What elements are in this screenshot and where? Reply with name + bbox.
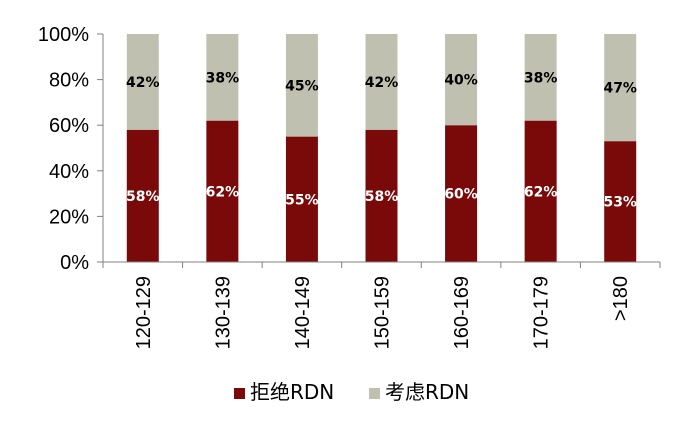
x-tick-label: 130-139 (212, 276, 234, 349)
bar-segment (365, 129, 398, 262)
x-axis: 120-129 130-139 140-149 150-159 160-169 170-1… (102, 261, 661, 349)
y-tick-label: 20% (49, 206, 89, 228)
data-label: 40% (444, 73, 478, 89)
legend-label: 拒绝RDN (250, 380, 334, 404)
x-tick-label: 140-149 (292, 276, 314, 349)
legend-label: 考虑RDN (385, 380, 469, 404)
bar-segment (445, 34, 478, 126)
x-tick-label: 120-129 (133, 276, 155, 349)
data-label: 47% (603, 81, 637, 97)
legend-swatch (234, 388, 245, 399)
bar-segment (524, 120, 557, 262)
x-tick-label: 170-179 (531, 276, 553, 349)
bar-segment (285, 136, 318, 262)
legend: 拒绝RDN 考虑RDN (234, 380, 469, 404)
data-label: 42% (126, 75, 160, 91)
bar-segment (206, 120, 239, 262)
data-label: 53% (603, 195, 637, 211)
bar-segment (524, 34, 557, 121)
data-label: 62% (206, 184, 240, 200)
y-tick-label: 100% (38, 24, 89, 46)
y-tick-label: 60% (49, 115, 89, 137)
data-label: 38% (206, 70, 240, 86)
data-label: 45% (285, 78, 319, 94)
legend-item: 拒绝RDN (234, 380, 334, 404)
x-tick-label: >180 (610, 276, 632, 321)
bar-segment (126, 129, 159, 262)
bar-segment (445, 125, 478, 262)
data-label: 58% (126, 189, 160, 205)
x-tick-label: 150-159 (372, 276, 394, 349)
bar-segment (365, 34, 398, 130)
data-label: 38% (524, 70, 558, 86)
data-label: 55% (285, 192, 319, 208)
y-axis: 0% 20% 40% 60% 80% 100% (38, 24, 104, 274)
bar-segment (206, 34, 239, 121)
bar-segment (604, 34, 637, 142)
data-label: 58% (365, 189, 399, 205)
bar-segment (604, 141, 637, 262)
y-tick-label: 80% (49, 70, 89, 92)
x-tick-label: 160-169 (451, 276, 473, 349)
y-tick-label: 40% (49, 161, 89, 183)
bar-segment (285, 34, 318, 137)
data-label: 60% (444, 187, 478, 203)
data-label: 42% (365, 75, 399, 91)
y-tick-label: 0% (60, 252, 89, 274)
bar-segment (126, 34, 159, 130)
legend-swatch (369, 388, 380, 399)
bars: 58% 42% 62% 38% 55% 45% 58% 42% 60% 40% 62% 38% 53% 4… (126, 34, 637, 262)
legend-item: 考虑RDN (369, 380, 469, 404)
data-label: 62% (524, 184, 558, 200)
